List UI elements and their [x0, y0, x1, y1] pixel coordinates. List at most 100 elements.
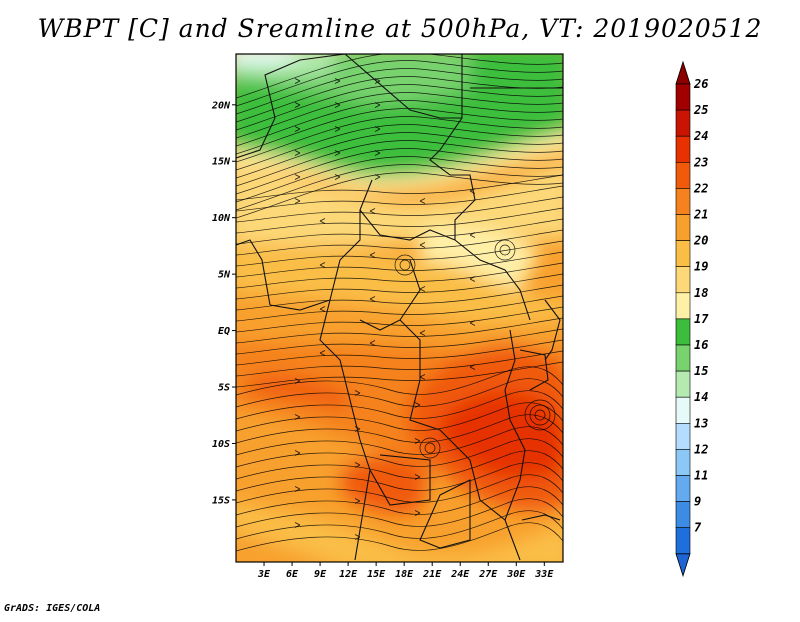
streamline-arrow	[419, 374, 426, 380]
streamline-arrow	[419, 242, 426, 248]
lat-tick-label: EQ	[218, 326, 230, 337]
colorbar-label: 7	[694, 521, 702, 535]
streamline-arrow	[369, 340, 376, 346]
streamline-arrow	[319, 350, 326, 356]
streamline	[236, 54, 563, 99]
colorbar-label: 12	[694, 442, 708, 456]
streamline	[236, 60, 563, 107]
lat-tick-label: 10S	[212, 439, 230, 450]
streamline-arrow	[319, 306, 326, 312]
colorbar-swatch	[675, 475, 691, 502]
streamline	[236, 402, 563, 432]
streamline	[236, 140, 563, 187]
colorbar-swatch	[675, 83, 691, 111]
wbpt-shading	[236, 54, 563, 562]
streamline	[236, 328, 563, 355]
streamline-arrow	[294, 174, 301, 180]
streamline	[236, 196, 563, 223]
streamline-arrow	[414, 438, 421, 444]
colorbar-label: 18	[694, 286, 708, 300]
streamline-arrow	[294, 378, 301, 384]
lat-tick-label: 5S	[218, 383, 230, 394]
colorbar-label: 26	[693, 77, 708, 91]
streamline	[236, 366, 563, 396]
colorbar-label: 21	[693, 208, 708, 222]
streamline	[236, 339, 563, 366]
streamline-eddy	[494, 239, 516, 261]
streamline	[236, 273, 563, 300]
streamline	[236, 317, 563, 344]
lat-tick-label: 15N	[212, 157, 231, 168]
streamline-arrow	[294, 522, 301, 528]
streamline-eddy	[399, 259, 411, 271]
colorbar-swatch	[675, 318, 691, 346]
lon-tick-label: 3E	[257, 569, 271, 580]
longitude-axis: 3E 6E 9E 12E 15E 18E 21E 24E 27E 30E 33E	[257, 562, 554, 580]
streamline	[236, 156, 563, 203]
streamline-arrow	[369, 208, 376, 214]
colorbar-swatch	[675, 188, 691, 215]
streamline	[236, 306, 563, 333]
country-borders	[236, 54, 563, 561]
colorbar-swatch	[675, 292, 691, 320]
streamline-eddy	[534, 409, 546, 421]
colorbar-swatch	[675, 135, 691, 163]
streamline-eddy	[524, 399, 556, 431]
colorbar-swatch	[675, 109, 691, 137]
lat-tick-label: 10N	[212, 213, 231, 224]
streamline-arrow	[354, 498, 361, 504]
streamline	[236, 84, 563, 131]
streamline-arrow	[469, 320, 476, 326]
lat-tick-label: 15S	[212, 495, 230, 506]
lon-tick-label: 27E	[478, 569, 498, 580]
colorbar-swatch	[675, 370, 691, 398]
streamline	[236, 92, 563, 139]
colorbar-swatch	[675, 162, 691, 189]
colorbar-lower-arrow	[675, 553, 691, 578]
map-frame	[235, 53, 564, 563]
streamline	[236, 68, 563, 115]
lon-tick-label: 33E	[534, 569, 554, 580]
lat-tick-label: 20N	[211, 100, 231, 111]
chart-title: WBPT [C] and Sreamline at 500hPa, VT: 20…	[37, 14, 763, 43]
latitude-axis: 20N 15N 10N 5N EQ 5S 10S 15S	[211, 100, 236, 506]
streamline	[236, 148, 563, 195]
streamline	[236, 207, 563, 234]
streamline	[236, 229, 563, 256]
colorbar-label: 25	[693, 103, 708, 117]
streamline	[236, 390, 563, 420]
streamlines	[236, 54, 563, 552]
colorbar-swatch	[675, 266, 691, 294]
colorbar-label: 17	[694, 312, 709, 326]
colorbar: 26 25 24 23 22 21 20 19 18 17 16 15 14 13 12 11 9 7	[675, 60, 709, 578]
streamline-arrow	[419, 198, 426, 204]
colorbar-label: 9	[694, 495, 701, 509]
colorbar-label: 22	[693, 181, 708, 195]
streamline-arrow	[369, 296, 376, 302]
lat-tick-label: 5N	[218, 270, 231, 281]
colorbar-swatch	[675, 240, 691, 268]
streamline	[236, 218, 563, 245]
colorbar-swatch	[675, 214, 691, 241]
streamline	[236, 295, 563, 322]
streamline-arrow	[294, 102, 301, 108]
colorbar-label: 11	[694, 469, 708, 483]
streamline-eddy	[424, 442, 436, 454]
streamline	[236, 414, 563, 444]
streamline	[236, 240, 563, 267]
streamline-arrow	[414, 510, 421, 516]
streamline	[236, 350, 563, 377]
streamline-arrow	[319, 218, 326, 224]
streamline	[236, 510, 563, 540]
streamline-arrow	[414, 402, 421, 408]
streamline	[236, 262, 563, 289]
streamline	[236, 284, 563, 311]
streamline-arrow	[294, 126, 301, 132]
streamline-eddy	[394, 254, 416, 276]
streamline	[236, 498, 563, 528]
streamline-arrow	[294, 78, 301, 84]
streamline-arrow	[354, 390, 361, 396]
colorbar-label: 15	[694, 364, 708, 378]
streamline-eddy	[499, 244, 511, 256]
streamline-arrow	[414, 474, 421, 480]
